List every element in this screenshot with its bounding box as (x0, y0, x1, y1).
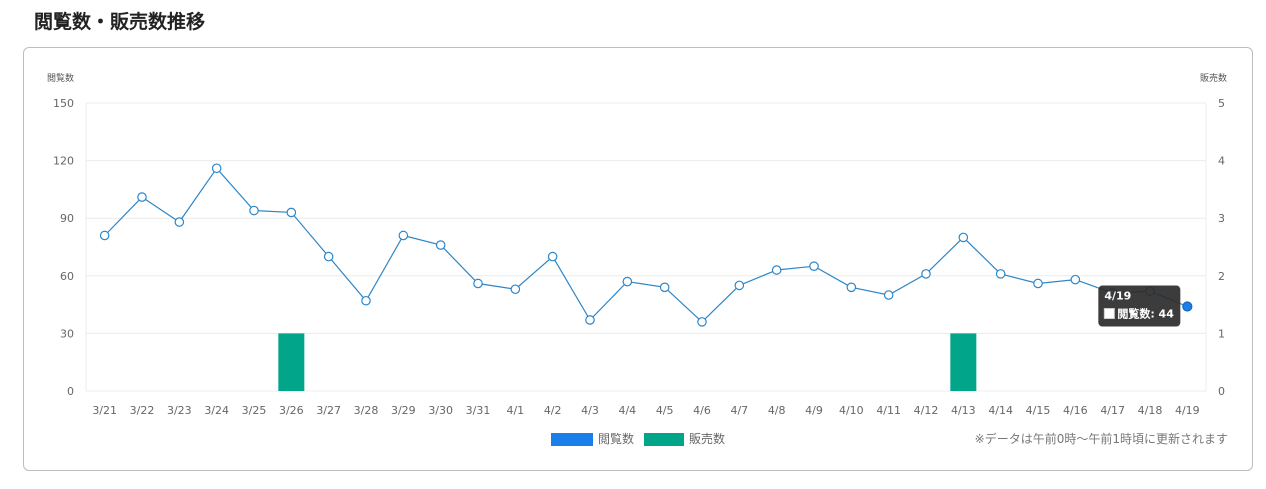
y-left-tick-label: 90 (60, 212, 74, 225)
tooltip-swatch (1103, 308, 1115, 320)
tooltip-value: 閲覧数: 44 (1117, 307, 1174, 321)
views-point[interactable] (995, 269, 1006, 279)
page-title: 閲覧数・販売数推移 (34, 11, 206, 33)
views-point[interactable] (1070, 274, 1081, 285)
y-left-axis-label: 閲覧数 (47, 72, 74, 84)
views-point[interactable] (1182, 301, 1193, 312)
x-tick-label: 4/16 (1063, 404, 1088, 417)
y-left-tick-label: 0 (67, 385, 74, 398)
y-left-tick-label: 60 (60, 270, 74, 283)
y-right-tick-label: 5 (1218, 97, 1225, 110)
views-point[interactable] (883, 290, 894, 300)
legend-label-views[interactable]: 閲覧数 (598, 431, 634, 446)
views-point[interactable] (99, 230, 110, 241)
x-tick-label: 4/11 (876, 404, 901, 417)
x-tick-label: 3/30 (428, 404, 453, 417)
views-point[interactable] (473, 278, 483, 289)
x-tick-label: 4/3 (581, 404, 599, 417)
views-point[interactable] (1033, 278, 1043, 289)
x-tick-label: 4/9 (805, 404, 823, 417)
x-tick-label: 4/13 (951, 404, 976, 417)
views-point[interactable] (174, 217, 185, 227)
chart-card (23, 47, 1253, 471)
views-point[interactable] (809, 261, 819, 271)
tooltip-date: 4/19 (1104, 290, 1131, 303)
x-tick-label: 4/1 (506, 404, 524, 417)
x-tick-label: 4/14 (988, 404, 1013, 417)
x-tick-label: 4/4 (618, 404, 636, 417)
y-right-tick-label: 0 (1218, 385, 1225, 398)
x-tick-label: 3/24 (204, 404, 229, 417)
x-tick-label: 4/17 (1100, 404, 1125, 417)
tooltip-box (1098, 285, 1181, 327)
x-tick-label: 4/5 (656, 404, 674, 417)
sales-bar[interactable] (278, 333, 305, 391)
x-tick-label: 4/7 (730, 404, 748, 417)
x-tick-label: 4/18 (1138, 404, 1163, 417)
x-tick-label: 4/15 (1026, 404, 1051, 417)
legend-label-sales[interactable]: 販売数 (689, 431, 725, 446)
views-point[interactable] (659, 282, 670, 293)
x-tick-label: 3/23 (167, 404, 192, 417)
y-right-tick-label: 2 (1218, 270, 1225, 283)
update-note: ※データは午前0時〜午前1時頃に更新されます (975, 431, 1228, 446)
views-point[interactable] (249, 205, 259, 216)
x-tick-label: 3/29 (391, 404, 416, 417)
y-right-axis-label: 販売数 (1200, 72, 1227, 84)
y-left-tick-label: 120 (53, 155, 74, 168)
views-point[interactable] (697, 317, 707, 327)
views-point[interactable] (137, 192, 147, 202)
y-right-tick-label: 3 (1218, 212, 1225, 225)
views-point[interactable] (958, 232, 969, 243)
views-point[interactable] (921, 269, 931, 279)
x-tick-label: 4/19 (1175, 404, 1200, 417)
views-line (104, 167, 1188, 323)
x-tick-label: 3/26 (279, 404, 304, 417)
x-tick-label: 4/2 (544, 404, 562, 417)
x-tick-label: 3/25 (242, 404, 267, 417)
x-tick-label: 3/31 (466, 404, 491, 417)
x-tick-label: 4/8 (768, 404, 786, 417)
views-point[interactable] (211, 163, 222, 174)
y-right-tick-label: 4 (1218, 155, 1225, 168)
views-point[interactable] (323, 251, 334, 262)
legend-swatch-sales[interactable] (644, 433, 684, 446)
legend-swatch-views[interactable] (551, 433, 593, 446)
x-tick-label: 3/22 (130, 404, 155, 417)
views-point[interactable] (734, 280, 745, 291)
sales-bar[interactable] (950, 333, 977, 391)
y-left-tick-label: 30 (60, 327, 74, 340)
x-tick-label: 4/6 (693, 404, 711, 417)
x-tick-label: 4/12 (914, 404, 939, 417)
y-left-tick-label: 150 (53, 97, 74, 110)
x-tick-label: 3/27 (316, 404, 341, 417)
views-point[interactable] (361, 295, 371, 306)
views-point[interactable] (286, 207, 297, 218)
views-point[interactable] (510, 284, 521, 295)
y-right-tick-label: 1 (1218, 327, 1225, 340)
views-point[interactable] (585, 315, 595, 325)
views-point[interactable] (398, 230, 409, 241)
views-point[interactable] (771, 265, 782, 275)
views-point[interactable] (435, 240, 446, 250)
x-tick-label: 3/21 (92, 404, 117, 417)
x-tick-label: 4/10 (839, 404, 864, 417)
views-point[interactable] (622, 276, 633, 287)
views-point[interactable] (846, 282, 857, 293)
x-tick-label: 3/28 (354, 404, 379, 417)
views-point[interactable] (547, 251, 558, 262)
